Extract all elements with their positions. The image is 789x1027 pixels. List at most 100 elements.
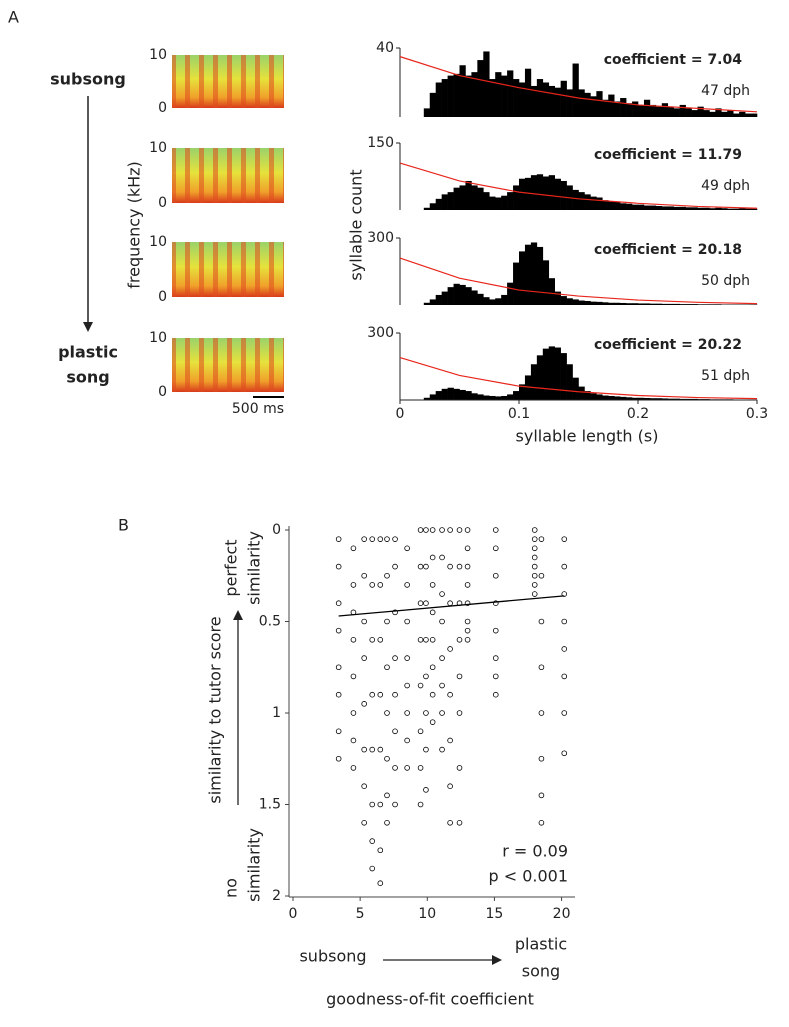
fit-line: [338, 595, 565, 617]
scatter-point: [538, 536, 545, 542]
histogram-bar: [655, 398, 663, 400]
histogram-bar: [638, 303, 645, 305]
histogram-bar: [703, 110, 710, 117]
histogram-bar: [691, 207, 698, 210]
scatter-point: [361, 536, 367, 542]
histogram-bar: [471, 72, 478, 117]
scatter-point: [538, 572, 545, 579]
histogram-bar: [673, 108, 680, 117]
scatter-point: [335, 563, 342, 570]
histogram-bar: [501, 75, 508, 117]
scatter-point: [377, 847, 384, 854]
y-tick-label: 0.5: [259, 614, 281, 630]
scatter-point: [492, 627, 499, 634]
histogram-bar: [727, 110, 734, 117]
histogram-bar: [596, 394, 603, 400]
scatter-point: [423, 787, 429, 793]
histogram-bar: [429, 299, 436, 305]
scatter-point: [447, 527, 453, 533]
scatter-point: [404, 765, 410, 771]
histogram-bar: [703, 207, 710, 210]
histogram-bar: [626, 203, 633, 210]
histogram-bar: [572, 189, 579, 210]
histogram-bar: [572, 63, 579, 117]
age-label: 47 dph: [701, 83, 750, 99]
scatter-point: [464, 636, 471, 643]
x-tick-label: 10: [418, 906, 436, 922]
scatter-point: [417, 682, 424, 689]
scatter-point: [439, 746, 445, 753]
scale-bar-label: 500 ms: [232, 401, 284, 417]
histogram-bar: [626, 103, 633, 117]
y-tick-label: 10: [149, 47, 167, 63]
histogram-bar: [685, 108, 692, 117]
scatter-point: [335, 691, 342, 698]
histogram-bar: [507, 394, 514, 400]
y-tick-label: 0: [158, 100, 167, 116]
scatter-point: [361, 746, 367, 753]
y-end-label: similarity: [245, 828, 264, 902]
scatter-point: [538, 755, 545, 762]
histogram-bar: [620, 98, 627, 117]
scatter-point: [361, 783, 367, 789]
histogram-bar: [477, 187, 484, 210]
histogram-bar: [667, 206, 674, 210]
histogram-bar: [471, 185, 478, 210]
histogram-bar: [608, 302, 615, 305]
histogram-bar: [447, 287, 454, 305]
histogram-bar: [465, 391, 472, 400]
histogram-bar: [745, 113, 752, 117]
scatter-point: [561, 710, 568, 716]
scatter-point: [561, 618, 568, 625]
scatter-point: [492, 691, 499, 698]
histogram-bar: [602, 99, 609, 117]
histogram-bar: [429, 203, 436, 210]
histogram-bar: [739, 111, 746, 117]
histogram-bar: [542, 176, 550, 210]
scatter-point: [492, 545, 499, 552]
scatter-point: [350, 765, 357, 771]
histogram-bar: [548, 278, 555, 305]
scatter-point: [417, 765, 424, 771]
scatter-point: [492, 655, 499, 661]
histogram-bar: [620, 203, 627, 210]
histogram-bar: [679, 304, 686, 305]
histogram-bar: [435, 391, 442, 400]
histogram-bar: [423, 302, 431, 305]
histogram-bar: [632, 204, 639, 210]
histogram-bar: [661, 398, 669, 400]
scatter-point: [429, 691, 436, 698]
histogram-bar: [638, 397, 645, 400]
scatter-point: [369, 691, 376, 698]
scatter-point: [392, 801, 398, 808]
scatter-point: [377, 801, 384, 808]
scatter-point: [404, 582, 410, 588]
histogram-bar: [519, 251, 526, 305]
histogram-bar: [638, 104, 645, 117]
scatter-point: [531, 591, 538, 597]
scatter-point: [439, 710, 445, 716]
panel-label: A: [8, 8, 19, 27]
histogram-bar: [513, 185, 520, 210]
histogram-bar: [655, 106, 663, 117]
y-axis-label: similarity to tutor score: [206, 616, 225, 803]
histogram-bar: [691, 398, 698, 400]
histogram-bar: [673, 303, 680, 305]
coefficient-label: coefficient = 20.18: [594, 242, 742, 258]
scatter-point: [429, 582, 436, 588]
scatter-point: [561, 563, 568, 570]
scatter-point: [350, 737, 357, 744]
y-tick-label: 10: [149, 234, 167, 250]
histogram-bar: [536, 79, 544, 117]
histogram-bar: [715, 304, 722, 305]
histogram-bar: [560, 296, 567, 305]
scatter-point: [392, 691, 398, 698]
histogram-bar: [691, 304, 698, 305]
y-tick-label: 300: [367, 230, 394, 246]
histogram-bar: [667, 106, 674, 117]
histogram-bar: [465, 180, 472, 210]
scatter-point: [429, 719, 436, 725]
scatter-point: [392, 728, 398, 735]
histogram-bar: [572, 299, 579, 305]
